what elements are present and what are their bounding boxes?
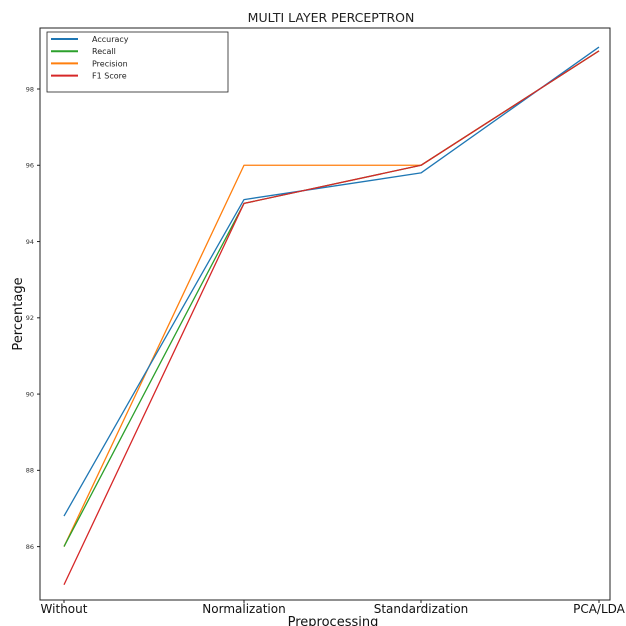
x-tick-label: Normalization	[202, 602, 285, 616]
y-tick-label: 98	[26, 85, 34, 93]
legend-label: Precision	[92, 59, 128, 68]
y-tick-label: 92	[26, 314, 34, 322]
chart-title: MULTI LAYER PERCEPTRON	[248, 10, 415, 25]
legend-label: Accuracy	[92, 35, 129, 44]
x-tick-label: Standardization	[374, 602, 469, 616]
legend-label: F1 Score	[92, 72, 127, 81]
y-axis-ticks: 86 88 90 92 94 96 98	[26, 85, 40, 551]
y-tick-label: 96	[26, 162, 34, 170]
legend-box	[46, 31, 229, 93]
series-line-recall	[63, 50, 600, 547]
legend: Accuracy Recall Precision F1 Score	[46, 31, 229, 93]
plot-frame	[39, 27, 611, 601]
series-line-f1-score	[63, 50, 600, 586]
legend-label: Recall	[92, 47, 116, 56]
y-tick-label: 88	[26, 467, 34, 475]
x-axis-ticks: Without Normalization Standardization PCA/L…	[41, 600, 626, 616]
y-axis-label: Percentage	[11, 277, 26, 350]
series-line-precision	[63, 50, 600, 547]
x-axis-label: Preprocessing	[288, 615, 379, 626]
x-tick-label: Without	[41, 602, 88, 616]
x-tick-label: PCA/LDA	[573, 602, 626, 616]
series-lines	[63, 46, 600, 586]
y-tick-label: 94	[26, 238, 34, 246]
y-tick-label: 86	[26, 543, 34, 551]
series-line-accuracy	[63, 46, 600, 517]
y-tick-label: 90	[26, 390, 34, 398]
